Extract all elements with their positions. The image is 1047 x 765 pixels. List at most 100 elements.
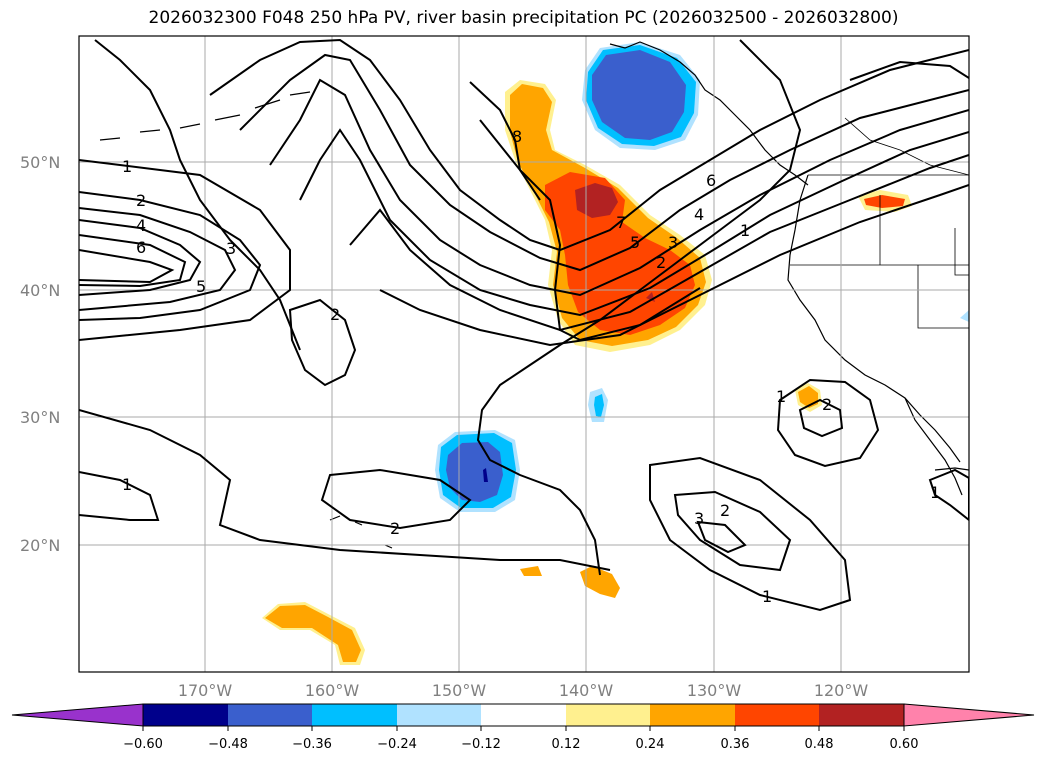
pv-label: 8 [512, 127, 522, 146]
pv-contour-4 [79, 207, 237, 311]
precip-positive-patch-2 [520, 566, 542, 576]
colorbar-tick-label: −0.60 [123, 737, 163, 752]
longitude-labels: 170°W 160°W 150°W 140°W 130°W 120°W [178, 681, 869, 700]
pv-contour-5 [79, 249, 175, 284]
precip-positive-patch-4-inner [864, 195, 905, 208]
colorbar-tick-label: 0.36 [721, 737, 750, 752]
lon-label-160w: 160°W [305, 681, 360, 700]
pv-contour-trough-6 [379, 184, 969, 347]
precip-positive-hawaii [265, 605, 361, 662]
pv-label: 4 [694, 205, 704, 224]
pv-contour-ridge-1 [476, 39, 802, 576]
pv-contour-trough-4 [299, 128, 969, 317]
precip-negative-central-navy [483, 468, 488, 482]
pv-label: 1 [122, 157, 132, 176]
pv-label: 3 [226, 239, 236, 258]
lon-label-120w: 120°W [814, 681, 869, 700]
mexico-coast [934, 467, 969, 471]
colorbar-tick-label: −0.12 [461, 737, 501, 752]
pv-contour-1-north [94, 39, 301, 351]
pv-label: 2 [330, 305, 340, 324]
pv-contour-trough-5 [349, 154, 969, 332]
colorbar-extend-min [11, 703, 144, 727]
aleutian-chain [99, 91, 311, 141]
colorbar-tick-label: −0.36 [292, 737, 332, 752]
pv-label: 4 [136, 216, 146, 235]
colorbar-segment [312, 704, 397, 726]
lat-label-30n: 30°N [20, 408, 60, 427]
pv-label: 5 [196, 277, 206, 296]
pv-label: 1 [740, 221, 750, 240]
colorbar-segment [566, 704, 650, 726]
pv-contour-big-trough [209, 38, 969, 252]
lon-label-140w: 140°W [559, 681, 614, 700]
pv-contours [79, 38, 969, 612]
map-title: 2026032300 F048 250 hPa PV, river basin … [148, 8, 899, 28]
precip-positive-patch-1 [580, 566, 620, 598]
pv-contour-8 [469, 81, 541, 201]
pv-label: 2 [656, 253, 666, 272]
colorbar-tick-label: −0.24 [377, 737, 417, 752]
pv-contour-hawaii-2 [320, 468, 472, 530]
pv-label: 2 [390, 519, 400, 538]
west-coast-us [787, 174, 961, 463]
coastline-layer [99, 41, 969, 549]
colorbar-tick-label: 0.48 [805, 737, 834, 752]
pv-contour-west-1 [79, 159, 291, 341]
state-borders [790, 117, 969, 329]
pv-label-layer: 1 2 4 6 3 5 8 7 6 5 4 3 2 1 2 1 1 2 2 3 … [122, 127, 940, 606]
colorbar-extend-max [903, 703, 1035, 727]
pv-contour-2a [79, 191, 262, 321]
colorbar-segment [819, 704, 904, 726]
pv-label: 2 [720, 501, 730, 520]
colorbar-segment [143, 704, 228, 726]
lon-label-130w: 130°W [687, 681, 742, 700]
pv-label: 6 [706, 171, 716, 190]
pv-label: 1 [122, 475, 132, 494]
pv-label: 1 [762, 587, 772, 606]
pv-contour-east-1 [649, 456, 852, 612]
pv-label: 2 [822, 395, 832, 414]
pv-contour-trough-3 [269, 78, 969, 297]
lon-label-170w: 170°W [178, 681, 233, 700]
colorbar-tick-label: 0.12 [552, 737, 581, 752]
lat-label-20n: 20°N [20, 536, 60, 555]
pv-contour-trough-2 [239, 53, 969, 272]
colorbar-segment [397, 704, 481, 726]
baja-coast [904, 397, 963, 496]
pv-label: 3 [668, 233, 678, 252]
lon-label-150w: 150°W [432, 681, 487, 700]
pv-contour-3 [79, 234, 187, 288]
colorbar-frame [142, 703, 905, 727]
pv-contour-se-1 [928, 468, 969, 522]
pv-contour-long-2 [79, 409, 611, 571]
pv-contour-circle-2 [798, 398, 844, 438]
colorbar-ticks [142, 726, 905, 731]
pv-label: 5 [630, 233, 640, 252]
colorbar-segment [735, 704, 819, 726]
pv-label: 1 [930, 483, 940, 502]
precip-fill-layer [262, 42, 969, 665]
colorbar: −0.60 −0.48 −0.36 −0.24 −0.12 0.12 0.24 … [11, 703, 1035, 752]
latitude-labels: 50°N 40°N 30°N 20°N [20, 153, 60, 555]
pv-label: 2 [136, 191, 146, 210]
colorbar-tick-label: −0.48 [208, 737, 248, 752]
precip-negative-small-sky [594, 394, 604, 417]
pv-contour-trough-7 [479, 119, 701, 342]
map-frame [78, 35, 970, 673]
pv-contour-ne-1 [849, 60, 969, 81]
pv-contour-closed-2 [288, 298, 357, 387]
colorbar-segment [650, 704, 735, 726]
colorbar-segment [481, 704, 566, 726]
pv-label: 7 [616, 213, 626, 232]
pv-contour-circle-1 [776, 378, 880, 468]
lat-label-40n: 40°N [20, 281, 60, 300]
colorbar-segment [228, 704, 312, 726]
pv-label: 6 [136, 238, 146, 257]
colorbar-tick-label: 0.60 [890, 737, 919, 752]
precip-negative-alaska-royal [592, 50, 686, 140]
precip-positive-patch-5 [960, 310, 969, 322]
pv-contour-east-2 [673, 490, 792, 572]
pv-contour-1-sw [79, 471, 160, 521]
